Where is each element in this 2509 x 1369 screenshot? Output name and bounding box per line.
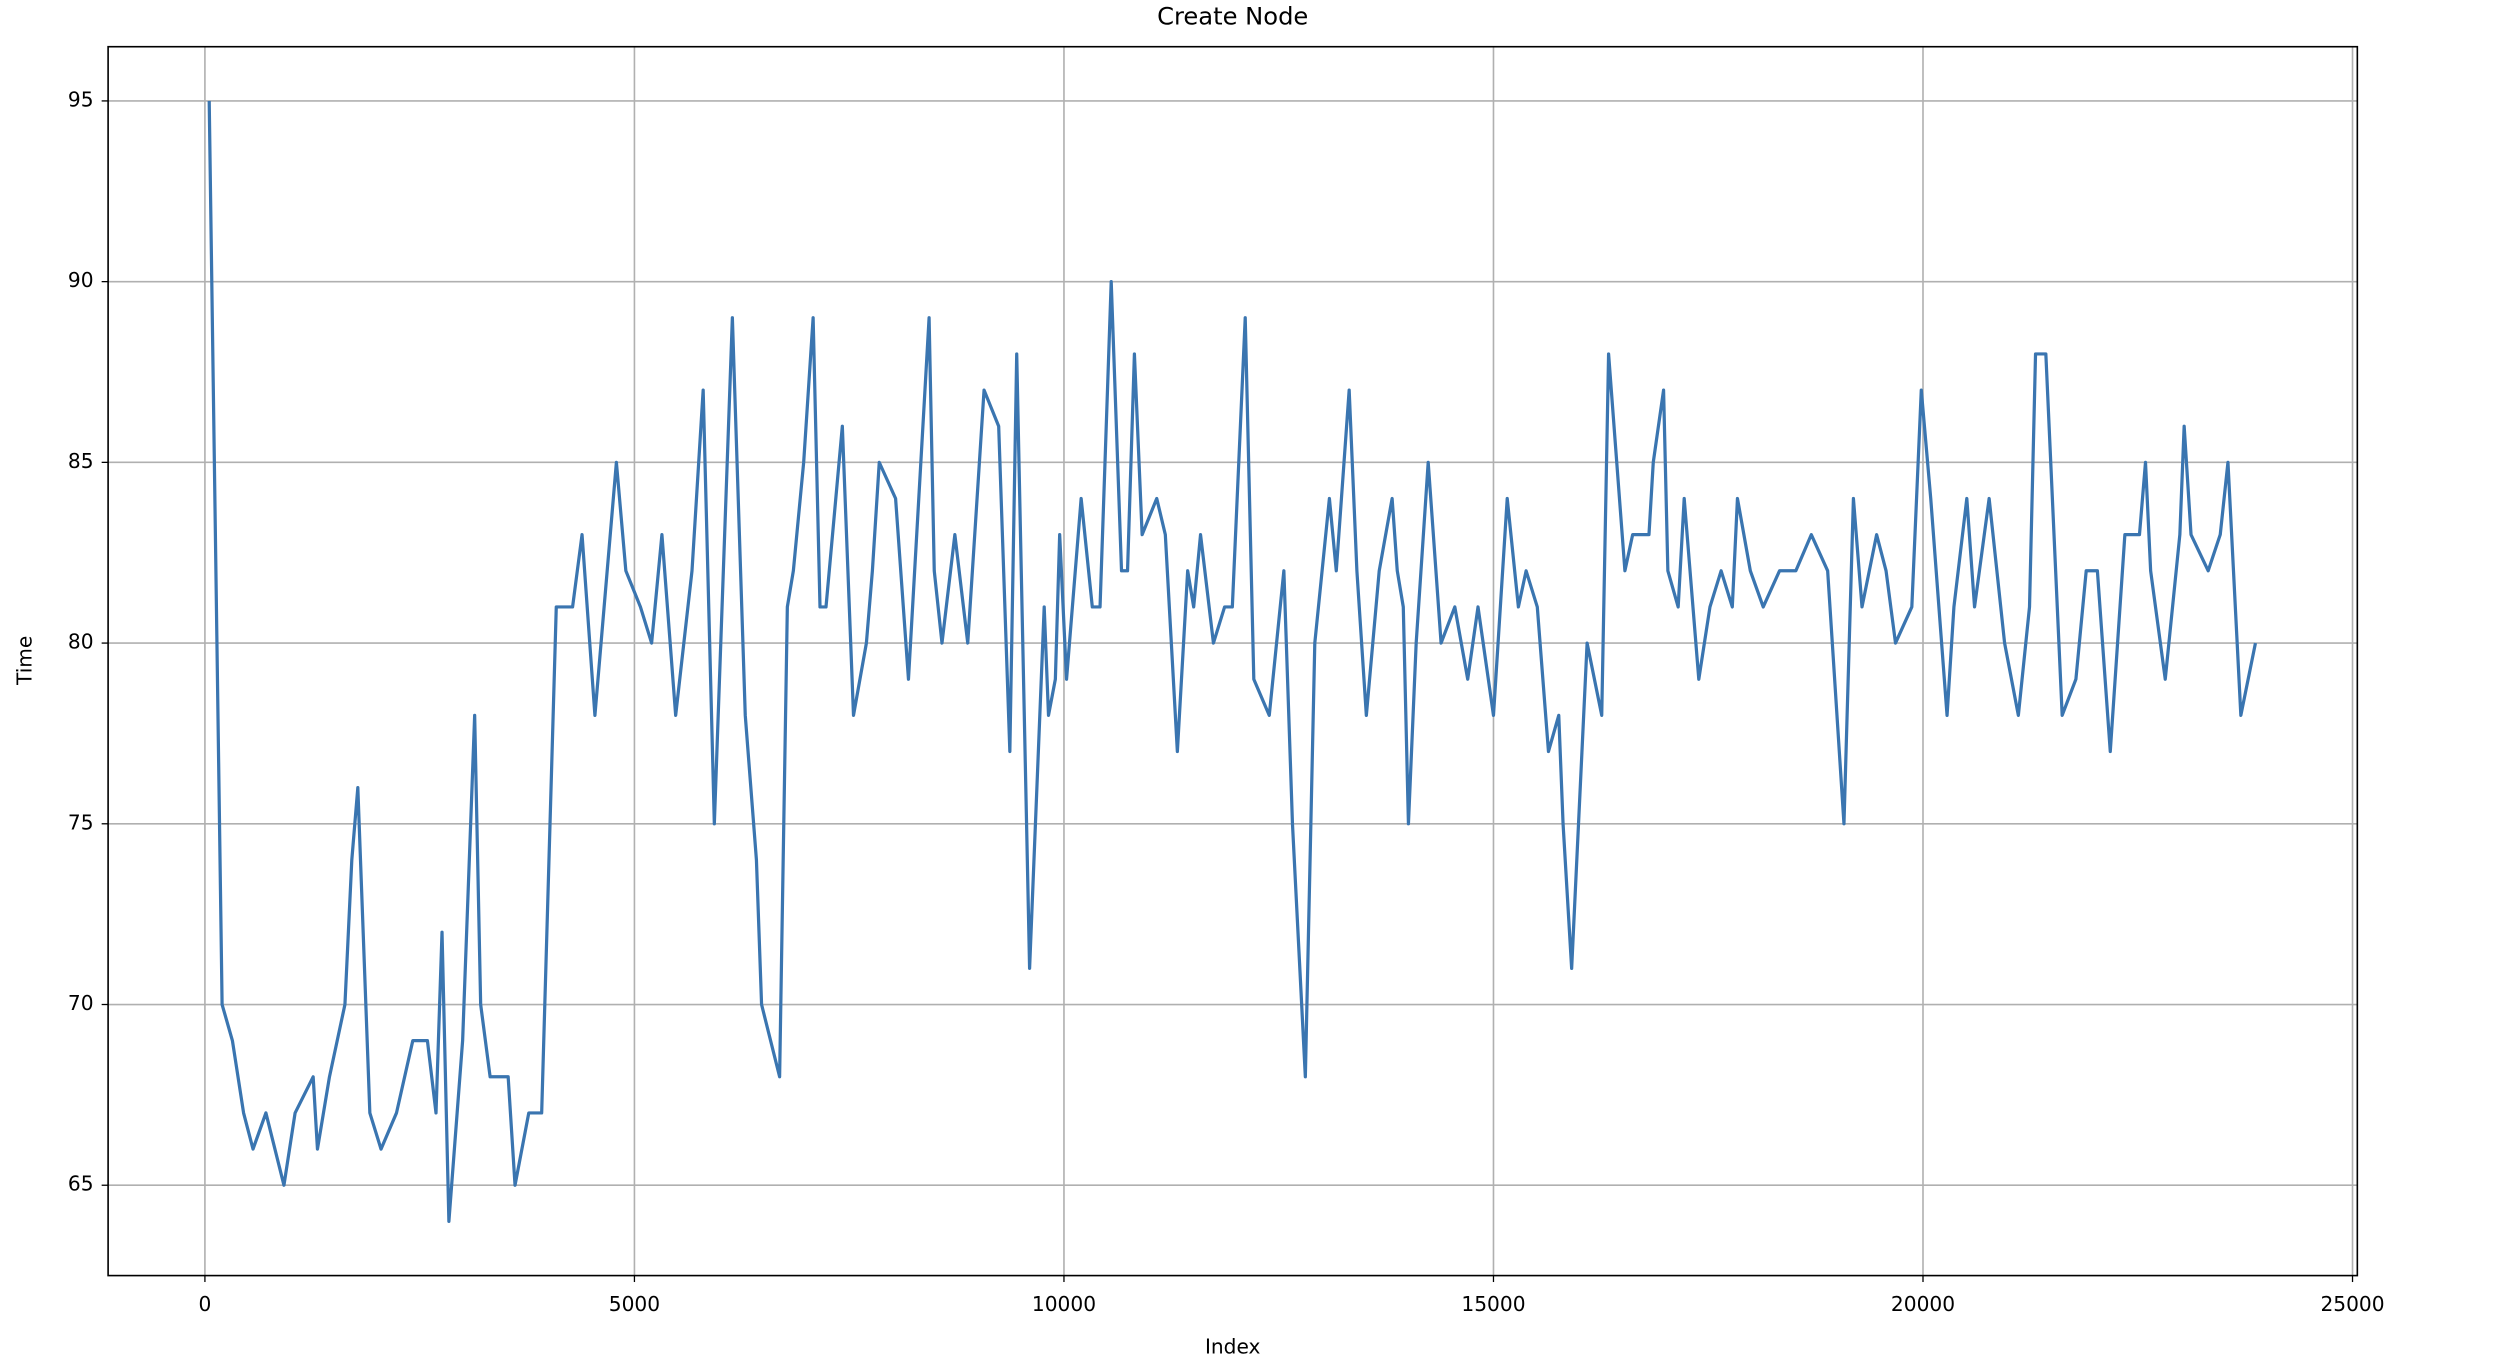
x-tick-label: 0 bbox=[198, 1292, 211, 1316]
data-line bbox=[207, 100, 2258, 1223]
y-tick-label: 65 bbox=[68, 1172, 94, 1196]
x-tick-label: 10000 bbox=[1032, 1292, 1096, 1316]
x-axis-label: Index bbox=[1205, 1335, 1261, 1359]
y-tick-label: 70 bbox=[68, 991, 94, 1015]
x-tick-label: 25000 bbox=[2320, 1292, 2384, 1316]
x-tick-label: 20000 bbox=[1891, 1292, 1955, 1316]
y-tick-label: 80 bbox=[68, 630, 94, 654]
plot-frame bbox=[107, 45, 2359, 1277]
x-tick-label: 15000 bbox=[1461, 1292, 1525, 1316]
y-tick-label: 75 bbox=[68, 810, 94, 834]
y-tick-label: 90 bbox=[68, 268, 94, 292]
y-tick-label: 85 bbox=[68, 449, 94, 473]
y-axis-label: Time bbox=[12, 636, 36, 686]
x-tick-label: 5000 bbox=[609, 1292, 660, 1316]
y-tick-label: 95 bbox=[68, 87, 94, 111]
chart-title: Create Node bbox=[1157, 3, 1308, 31]
